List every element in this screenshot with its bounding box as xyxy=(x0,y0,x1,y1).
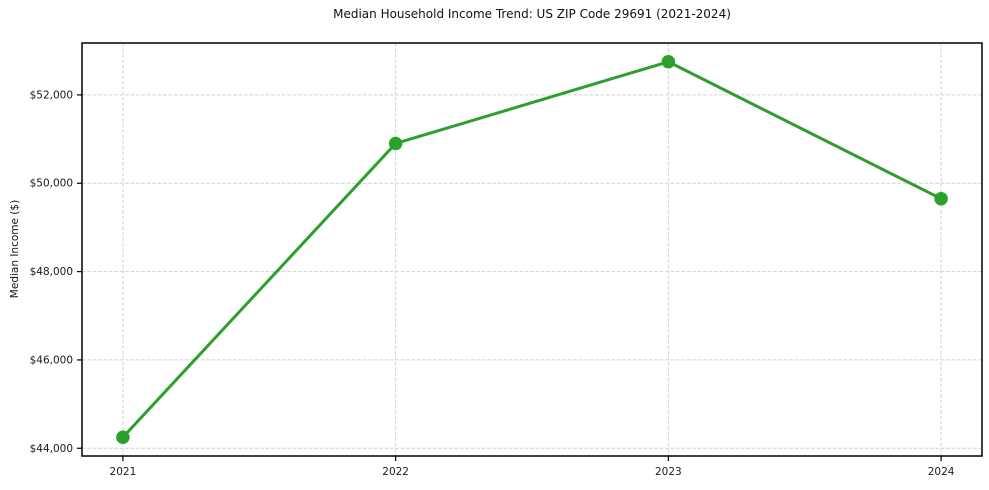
data-point-2021 xyxy=(116,430,130,444)
x-tick-label: 2022 xyxy=(382,466,409,478)
y-tick-label: $50,000 xyxy=(30,178,73,190)
trend-line xyxy=(121,60,943,439)
chart-title: Median Household Income Trend: US ZIP Co… xyxy=(333,7,731,21)
y-tick-label: $44,000 xyxy=(30,443,73,455)
x-tick-label: 2021 xyxy=(110,466,137,478)
plot-border xyxy=(81,42,983,457)
y-tick-label: $48,000 xyxy=(30,266,73,278)
x-tick-label: 2024 xyxy=(928,466,955,478)
data-point-2023 xyxy=(661,55,676,69)
y-tick-label: $46,000 xyxy=(30,354,73,366)
x-tick-label: 2023 xyxy=(655,466,682,478)
data-point-2022 xyxy=(388,136,403,151)
data-point-2024 xyxy=(934,191,948,206)
y-tick-label: $52,000 xyxy=(30,89,73,101)
